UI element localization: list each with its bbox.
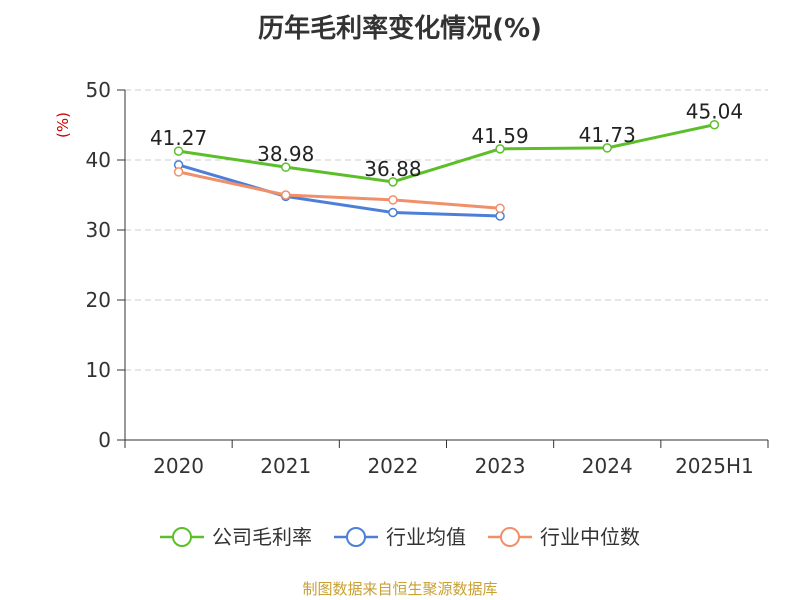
legend-circle xyxy=(500,527,520,547)
series-line xyxy=(178,170,501,210)
y-tick-label: 10 xyxy=(86,358,111,382)
series-line xyxy=(178,163,501,218)
x-tick-label: 2020 xyxy=(153,454,204,478)
x-tick-label: 2021 xyxy=(260,454,311,478)
source-note: 制图数据来自恒生聚源数据库 xyxy=(302,580,498,598)
data-point xyxy=(495,144,505,154)
y-tick-label: 30 xyxy=(86,218,111,242)
legend-circle xyxy=(346,527,366,547)
y-tick-label: 40 xyxy=(86,148,111,172)
chart-title: 历年毛利率变化情况(%) xyxy=(258,14,542,44)
x-tick-label: 2024 xyxy=(582,454,633,478)
legend-item[interactable]: 行业中位数 xyxy=(488,525,640,549)
grid-lines xyxy=(125,89,768,371)
legend-label: 公司毛利率 xyxy=(212,525,312,549)
legend-item[interactable]: 公司毛利率 xyxy=(160,525,312,549)
data-point xyxy=(495,211,505,221)
x-tick-label: 2022 xyxy=(367,454,418,478)
legend-label: 行业中位数 xyxy=(540,525,640,549)
axes: 0 10 20 30 40 50 2020 2021 2022 2023 2024 2025H1 xyxy=(86,78,769,478)
x-tick-label: 2025H1 xyxy=(675,454,754,478)
legend[interactable]: 公司毛利率 行业均值 行业中位数 xyxy=(160,525,640,549)
data-point xyxy=(281,162,291,172)
legend-label: 行业均值 xyxy=(386,525,466,549)
data-label: 38.98 xyxy=(257,142,314,166)
data-label: 45.04 xyxy=(686,100,743,124)
y-axis-label: (%) xyxy=(54,112,72,138)
legend-item[interactable]: 行业均值 xyxy=(334,525,466,549)
x-tick-label: 2023 xyxy=(475,454,526,478)
legend-circle xyxy=(172,527,192,547)
data-labels: 41.27 38.98 36.88 41.59 41.73 45.04 xyxy=(150,100,743,181)
data-point xyxy=(173,146,184,156)
data-label: 41.27 xyxy=(150,126,207,150)
data-label: 41.59 xyxy=(471,124,528,148)
data-label: 41.73 xyxy=(579,123,636,147)
y-tick-label: 20 xyxy=(86,288,111,312)
data-point xyxy=(388,195,398,205)
data-label: 36.88 xyxy=(364,157,421,181)
data-point xyxy=(388,207,398,218)
data-point xyxy=(388,177,398,187)
data-point xyxy=(602,143,612,153)
series-lines xyxy=(173,119,720,221)
data-point xyxy=(173,167,184,177)
series-line xyxy=(178,123,715,184)
data-point xyxy=(281,190,291,200)
y-tick-label: 50 xyxy=(86,78,111,102)
y-tick-label: 0 xyxy=(98,428,111,452)
data-point xyxy=(495,203,505,214)
data-point xyxy=(709,119,720,130)
